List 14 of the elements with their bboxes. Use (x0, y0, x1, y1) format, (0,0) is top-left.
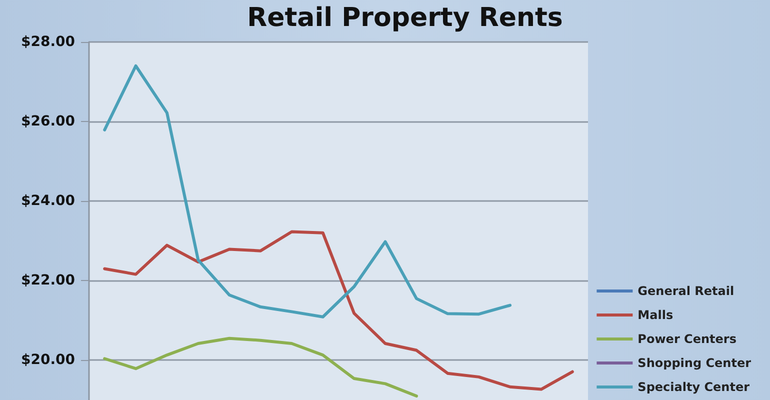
y-tick-label: $22.00 (20, 272, 76, 289)
line-series (103, 64, 512, 318)
y-tick-label: $20.00 (20, 352, 76, 368)
legend-label: Power Centers (638, 332, 736, 346)
legend-label: Specialty Center (638, 380, 750, 394)
line-series (103, 336, 418, 398)
chart-title: Retail Property Rents (247, 3, 563, 33)
legend-label: Malls (638, 308, 674, 322)
y-tick-label: $28.00 (20, 34, 76, 50)
legend-label: General Retail (638, 284, 734, 298)
legend-label: Shopping Center (638, 356, 752, 370)
line-series (103, 230, 574, 391)
y-tick-label: $24.00 (20, 193, 76, 210)
y-tick-label: $26.00 (20, 114, 76, 130)
